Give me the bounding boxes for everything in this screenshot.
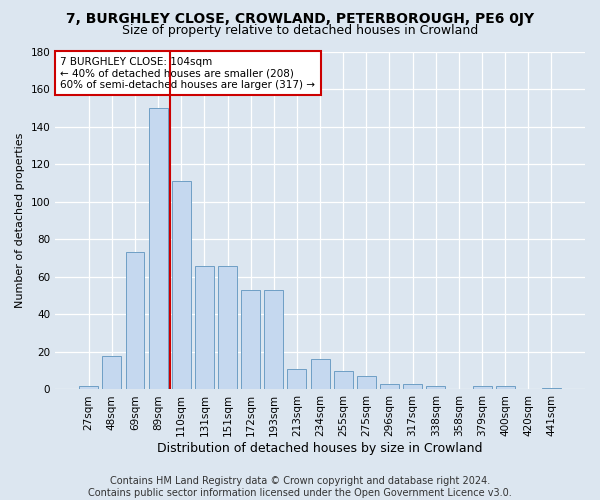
Bar [149,108,167,390]
Bar [241,290,260,390]
Text: Size of property relative to detached houses in Crowland: Size of property relative to detached ho… [122,24,478,37]
Bar [79,386,98,390]
Bar [311,360,329,390]
Bar [218,266,237,390]
Text: 7 BURGHLEY CLOSE: 104sqm
← 40% of detached houses are smaller (208)
60% of semi-: 7 BURGHLEY CLOSE: 104sqm ← 40% of detach… [61,56,316,90]
Text: Contains HM Land Registry data © Crown copyright and database right 2024.
Contai: Contains HM Land Registry data © Crown c… [88,476,512,498]
Bar [542,388,561,390]
Bar [287,369,307,390]
Bar [473,386,491,390]
Bar [496,386,515,390]
Bar [357,376,376,390]
Bar [265,290,283,390]
Y-axis label: Number of detached properties: Number of detached properties [15,133,25,308]
Bar [403,384,422,390]
Bar [125,252,145,390]
Text: 7, BURGHLEY CLOSE, CROWLAND, PETERBOROUGH, PE6 0JY: 7, BURGHLEY CLOSE, CROWLAND, PETERBOROUG… [66,12,534,26]
Bar [334,370,353,390]
Bar [380,384,399,390]
Bar [426,386,445,390]
Bar [103,356,121,390]
Bar [172,181,191,390]
Bar [195,266,214,390]
X-axis label: Distribution of detached houses by size in Crowland: Distribution of detached houses by size … [157,442,483,455]
